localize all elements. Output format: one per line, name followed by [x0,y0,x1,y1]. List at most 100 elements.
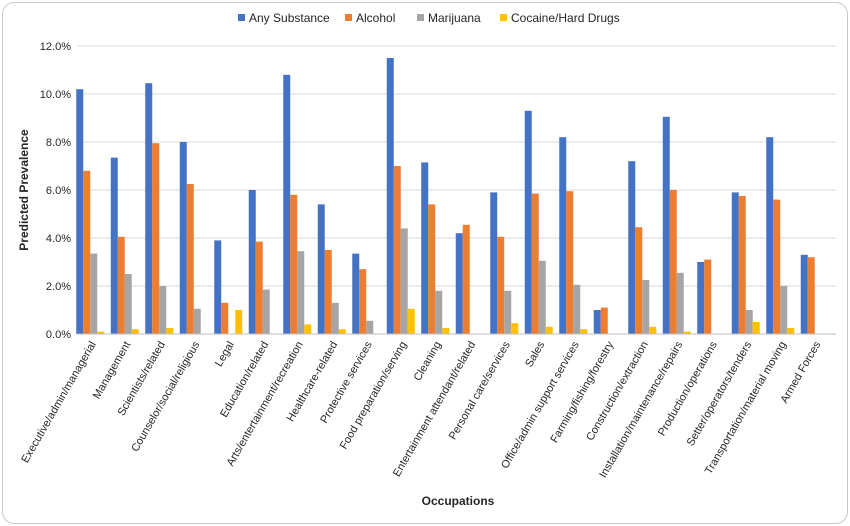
bar [193,308,201,334]
bar [283,74,291,335]
bar [90,253,98,334]
y-tick-label: 10.0% [40,89,71,101]
bar [179,142,187,334]
bar [538,260,546,334]
bar [131,329,139,334]
bar [580,329,588,334]
bar [97,331,105,334]
bar [152,143,160,334]
bar [697,262,705,334]
bar [745,310,753,334]
bar [145,83,153,334]
bar [117,236,125,334]
x-tick-label: Construction/extraction [584,340,651,443]
bar [159,286,167,334]
legend-label: Alcohol [356,11,395,25]
bar [490,192,498,334]
bar [635,227,643,334]
bar [324,250,332,334]
legend-swatch [238,14,245,21]
bar [255,241,263,334]
bar [573,284,581,334]
bar [807,257,815,334]
chart-legend: Any Substance Alcohol Marijuana Cocaine/Har… [238,11,620,25]
x-tick-label: Farming/fishing/forestry [548,339,616,445]
bar [331,302,339,334]
bar [676,272,684,334]
bar [669,190,677,334]
bar [393,166,401,334]
bar [366,320,374,334]
bar [352,253,360,334]
bar [497,236,505,334]
bar [780,286,788,334]
bar [600,307,608,334]
bar [593,310,601,334]
bar [731,192,739,334]
bar [428,204,436,334]
bar [317,204,325,334]
legend-swatch [345,14,352,21]
bar [407,308,415,334]
bar [566,191,574,334]
bar [511,323,519,334]
x-tick-label: Legal [213,340,237,369]
bar [214,240,222,334]
bar [524,110,532,334]
x-axis-title: Occupations [422,494,495,508]
bar [421,162,429,334]
x-tick-label: Setter/operators/tenders [685,339,755,448]
x-tick-label: Cleaning [412,340,444,384]
bar [738,196,746,334]
bar [752,322,760,334]
bar [435,290,443,334]
legend-label: Cocaine/Hard Drugs [511,11,620,25]
bar [166,328,174,334]
y-axis-ticks: 0.0% 2.0% 4.0% 6.0% 8.0% 10.0% 12.0% [40,41,71,341]
y-axis-title: Predicted Prevalence [17,129,31,251]
bar [359,269,367,334]
bar [235,310,243,334]
bar [704,259,712,334]
y-tick-label: 8.0% [46,137,71,149]
bar [773,199,781,334]
y-tick-label: 2.0% [46,281,71,293]
legend-swatch [500,14,507,21]
x-tick-label: Personal care/services [447,339,513,442]
legend-swatch [417,14,424,21]
bar [304,324,312,334]
x-tick-label: Food preparation/serving [338,340,410,452]
x-tick-label: Counselor/social/religious [129,339,202,454]
bar [649,326,657,334]
bar [787,328,795,334]
bar [442,328,450,334]
x-axis: Executive/admin/managerialManagementScie… [19,333,836,480]
legend-label: Any Substance [249,11,330,25]
bar [400,228,408,334]
legend-label: Marijuana [428,11,481,25]
bar [110,157,118,334]
y-tick-label: 4.0% [46,233,71,245]
bar [559,137,567,334]
bar [662,116,670,334]
bar [186,184,194,334]
bar [221,302,229,334]
x-tick-label: Executive/admin/managerial [19,340,98,466]
y-tick-label: 12.0% [40,41,71,53]
bar [462,224,470,334]
chart-bars [76,58,815,335]
bar [124,274,132,334]
bar [642,280,650,334]
bar [683,331,691,334]
bar [504,290,512,334]
bar [83,170,91,334]
y-tick-label: 6.0% [46,185,71,197]
bar [766,137,774,334]
bar [800,254,808,334]
bar [297,251,305,334]
y-tick-label: 0.0% [46,329,71,341]
bar [338,329,346,334]
bar [455,233,463,334]
bar [628,161,636,334]
